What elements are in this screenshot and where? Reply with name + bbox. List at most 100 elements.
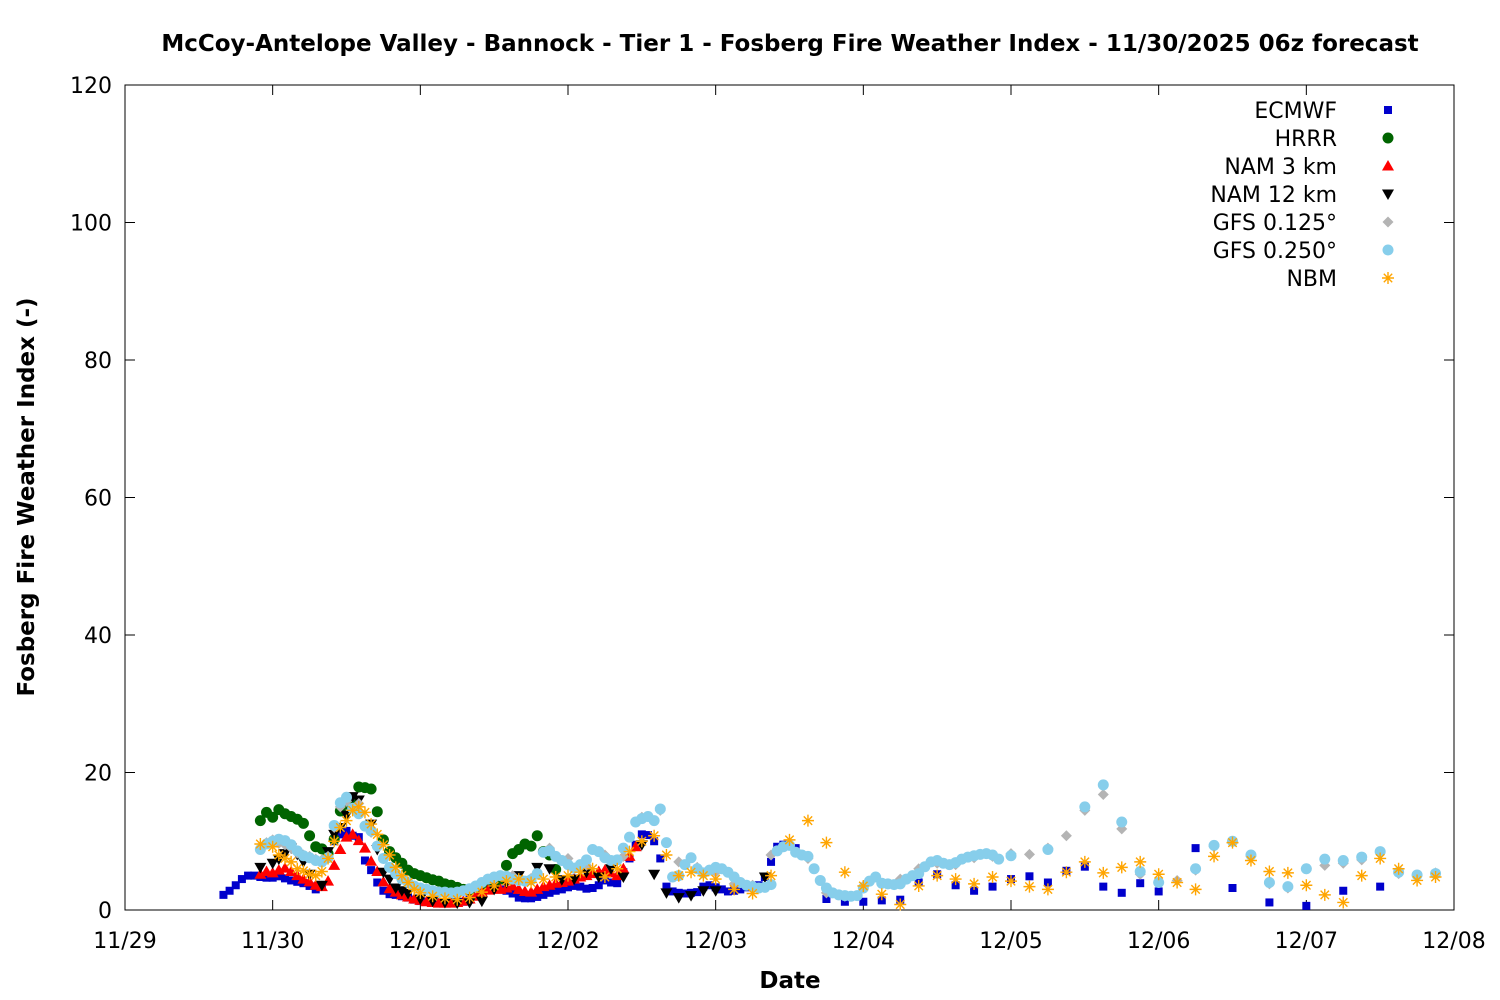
data-point xyxy=(395,869,408,882)
data-point xyxy=(894,898,907,911)
data-point xyxy=(525,876,538,889)
data-point xyxy=(1097,789,1109,800)
data-point xyxy=(475,896,488,908)
data-point xyxy=(278,862,291,873)
data-point xyxy=(1134,866,1146,877)
data-point xyxy=(693,888,702,897)
data-point xyxy=(254,838,267,850)
data-point xyxy=(562,869,574,882)
data-point xyxy=(598,871,611,883)
data-point xyxy=(500,859,512,871)
data-point xyxy=(267,811,279,823)
data-point xyxy=(660,849,673,861)
data-point xyxy=(1171,876,1184,889)
data-point xyxy=(672,893,685,904)
data-point xyxy=(1319,853,1331,865)
x-tick-label: 12/01 xyxy=(389,929,452,954)
data-point xyxy=(1134,855,1147,868)
data-point xyxy=(1152,868,1165,881)
data-point xyxy=(266,866,279,878)
data-point xyxy=(1097,866,1110,879)
y-tick-label: 40 xyxy=(84,624,112,649)
data-point xyxy=(352,834,365,846)
data-point xyxy=(607,878,616,887)
legend-marker xyxy=(1382,160,1394,171)
data-point xyxy=(1191,844,1200,853)
data-point xyxy=(309,869,322,882)
data-point xyxy=(508,889,517,898)
x-tick-label: 11/29 xyxy=(93,929,156,954)
data-point xyxy=(580,854,592,866)
data-point xyxy=(341,791,352,803)
data-point xyxy=(1374,852,1387,865)
data-point xyxy=(1355,869,1368,882)
data-point xyxy=(736,885,745,894)
x-tick-label: 12/06 xyxy=(1127,929,1190,954)
data-point xyxy=(254,868,267,879)
data-point xyxy=(315,865,328,878)
data-point xyxy=(266,840,279,853)
data-point xyxy=(244,871,253,880)
legend-label: NAM 12 km xyxy=(1210,183,1337,208)
data-point xyxy=(611,854,623,866)
data-point xyxy=(1339,886,1348,895)
legend-label: GFS 0.250° xyxy=(1213,239,1337,264)
y-tick-label: 120 xyxy=(70,74,112,99)
data-point xyxy=(680,889,689,898)
data-point xyxy=(371,865,384,876)
x-tick-label: 12/04 xyxy=(832,929,895,954)
data-point xyxy=(613,879,622,888)
data-point xyxy=(588,884,597,892)
data-point xyxy=(801,814,814,827)
data-point xyxy=(389,861,402,874)
x-axis: 11/29 11/30 12/01 12/02 12/03 12/04 12/05 12/06… xyxy=(93,85,1486,954)
data-point xyxy=(280,874,289,883)
data-point xyxy=(814,874,826,886)
data-point xyxy=(685,852,697,864)
data-point xyxy=(488,879,501,892)
legend-label: HRRR xyxy=(1275,127,1337,152)
data-point xyxy=(336,830,345,839)
data-point xyxy=(674,888,683,897)
data-point xyxy=(1265,898,1274,907)
data-point xyxy=(1208,850,1221,863)
data-point xyxy=(365,818,378,831)
data-point xyxy=(568,874,581,886)
data-point xyxy=(993,853,1005,865)
data-point xyxy=(389,883,402,894)
data-point xyxy=(1226,836,1239,849)
data-point xyxy=(1376,882,1385,891)
data-point xyxy=(1154,887,1163,896)
data-point xyxy=(656,854,665,863)
data-point xyxy=(808,863,820,875)
data-point xyxy=(912,879,925,892)
data-point xyxy=(586,862,599,875)
legend-marker xyxy=(1382,189,1394,200)
data-point xyxy=(611,862,624,875)
data-point xyxy=(551,886,560,895)
data-point xyxy=(1042,844,1054,855)
data-point xyxy=(851,890,863,902)
data-point xyxy=(278,852,291,865)
data-point xyxy=(414,894,427,905)
legend-label: GFS 0.125° xyxy=(1213,211,1337,236)
data-point xyxy=(537,873,550,886)
x-tick-label: 12/05 xyxy=(979,929,1042,954)
data-point xyxy=(1318,888,1331,901)
data-point xyxy=(685,866,698,879)
data-point xyxy=(988,882,997,891)
data-point xyxy=(1208,839,1220,851)
data-point xyxy=(377,875,390,887)
data-point xyxy=(297,817,309,829)
data-point xyxy=(1281,866,1294,879)
x-tick-label: 12/03 xyxy=(684,929,747,954)
data-point xyxy=(402,876,415,889)
data-point xyxy=(1060,830,1072,842)
data-point xyxy=(662,882,671,891)
data-point xyxy=(931,869,944,882)
data-point xyxy=(395,886,408,897)
data-point xyxy=(1392,862,1405,875)
legend-label: ECMWF xyxy=(1254,99,1337,124)
data-point xyxy=(668,887,677,896)
